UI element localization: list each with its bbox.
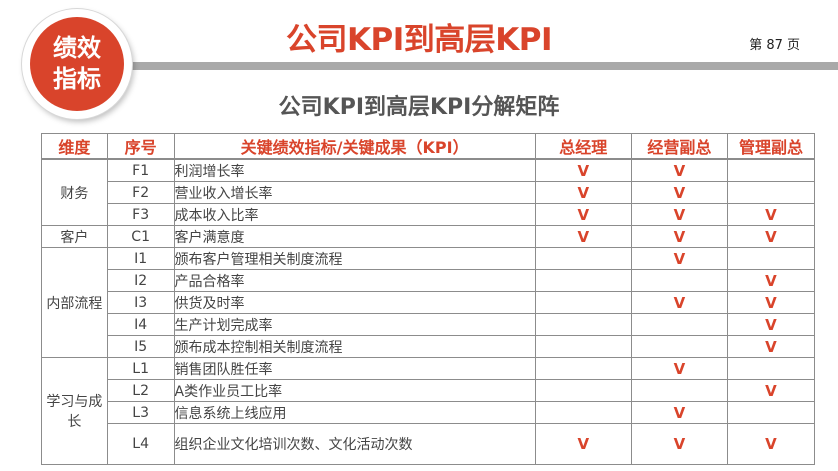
badge-ring: 绩效 指标 [22,9,132,119]
general-manager-mark [534,401,632,424]
general-manager-mark: V [534,203,632,226]
kpi-code-cell: L1 [106,357,175,380]
kpi-name-cell: 成本收入比率 [173,203,536,226]
admin-vp-mark: V [726,291,816,314]
table-row: 学习与成长 L1 销售团队胜任率 V [41,357,816,465]
ops-vp-mark [630,269,728,292]
kpi-badge: 绩效 指标 [30,17,124,111]
admin-vp-mark: V [726,423,816,465]
header-dimension: 维度 [41,133,108,160]
ops-vp-mark: V [630,225,728,248]
kpi-name-cell: 颁布成本控制相关制度流程 [173,335,536,358]
header-kpi: 关键绩效指标/关键成果（KPI） [173,133,536,160]
kpi-name-cell: 信息系统上线应用 [173,401,536,424]
header-admin-vp: 管理副总 [726,133,816,160]
kpi-name-cell: 利润增长率 [173,158,536,182]
kpi-matrix-table: 维度 序号 关键绩效指标/关键成果（KPI） 总经理 经营副总 管理副总 财务 F… [41,133,816,465]
kpi-code-cell: L2 [106,379,175,402]
general-manager-mark [534,313,632,336]
admin-vp-mark: V [726,313,816,336]
kpi-name-cell: 销售团队胜任率 [173,357,536,380]
kpi-name-cell: 颁布客户管理相关制度流程 [173,247,536,270]
general-manager-mark [534,335,632,358]
admin-vp-mark: V [726,225,816,248]
admin-vp-mark [726,158,816,182]
header-bar [60,62,838,70]
kpi-code-cell: L3 [106,401,175,424]
dimension-cell: 内部流程 [41,247,108,358]
ops-vp-mark: V [630,401,728,424]
table-body: 财务 F1 利润增长率 V V F2 营业收入增长率 V V F3 成本收入比率 V V V 客户 C1 客户满… [41,158,816,465]
kpi-name-cell: 营业收入增长率 [173,181,536,204]
ops-vp-mark: V [630,291,728,314]
page-title: 公司KPI到高层KPI [285,22,553,58]
kpi-code-cell: F2 [106,181,175,204]
kpi-code-cell: F3 [106,203,175,226]
table-row: L3 信息系统上线应用 V [42,401,816,424]
page-number: 第 87 页 [749,38,800,53]
admin-vp-mark: V [726,203,816,226]
matrix-subtitle: 公司KPI到高层KPI分解矩阵 [278,95,560,120]
header-code: 序号 [106,133,175,160]
kpi-name-cell: 产品合格率 [173,269,536,292]
header-ops-vp: 经营副总 [630,133,728,160]
admin-vp-mark: V [726,335,816,358]
admin-vp-mark [726,357,816,380]
table-row: I4 生产计划完成率 V [42,313,816,336]
admin-vp-mark: V [726,269,816,292]
general-manager-mark [534,379,632,402]
general-manager-mark [534,357,632,380]
kpi-code-cell: I4 [106,313,175,336]
table-row: F2 营业收入增长率 V V [42,181,816,204]
general-manager-mark [534,247,632,270]
general-manager-mark [534,291,632,314]
kpi-name-cell: 生产计划完成率 [173,313,536,336]
kpi-name-cell: A类作业员工比率 [173,379,536,402]
dimension-cell: 财务 [41,158,108,226]
ops-vp-mark: V [630,423,728,465]
table-row: I2 产品合格率 V [42,269,816,292]
ops-vp-mark: V [630,181,728,204]
table-row: 客户 C1 客户满意度 V V V [41,225,816,248]
admin-vp-mark [726,181,816,204]
general-manager-mark: V [534,225,632,248]
kpi-code-cell: L4 [106,423,175,465]
table-row: I3 供货及时率 V V [42,291,816,314]
kpi-code-cell: F1 [106,158,175,182]
kpi-code-cell: I1 [106,247,175,270]
table-row: I5 颁布成本控制相关制度流程 V [42,335,816,358]
table-row: 财务 F1 利润增长率 V V [41,158,816,226]
ops-vp-mark: V [630,158,728,182]
table-row: 内部流程 I1 颁布客户管理相关制度流程 V [41,247,816,358]
kpi-code-cell: C1 [106,225,175,248]
ops-vp-mark: V [630,357,728,380]
ops-vp-mark [630,335,728,358]
badge-line-1: 绩效 [53,34,101,62]
general-manager-mark: V [534,181,632,204]
kpi-code-cell: I5 [106,335,175,358]
general-manager-mark: V [534,158,632,182]
table-row: L4 组织企业文化培训次数、文化活动次数 V V V [42,423,816,465]
dimension-cell: 学习与成长 [41,357,108,465]
kpi-code-cell: I3 [106,291,175,314]
kpi-code-cell: I2 [106,269,175,292]
table-header-row: 维度 序号 关键绩效指标/关键成果（KPI） 总经理 经营副总 管理副总 [41,133,816,160]
ops-vp-mark [630,313,728,336]
ops-vp-mark [630,379,728,402]
kpi-name-cell: 客户满意度 [173,225,536,248]
general-manager-mark: V [534,423,632,465]
badge-line-2: 指标 [53,65,101,93]
kpi-name-cell: 组织企业文化培训次数、文化活动次数 [173,423,536,465]
dimension-cell: 客户 [41,225,108,248]
admin-vp-mark: V [726,379,816,402]
table-row: F3 成本收入比率 V V V [42,203,816,226]
admin-vp-mark [726,401,816,424]
header-general-manager: 总经理 [534,133,632,160]
table-row: L2 A类作业员工比率 V [42,379,816,402]
ops-vp-mark: V [630,203,728,226]
admin-vp-mark [726,247,816,270]
general-manager-mark [534,269,632,292]
ops-vp-mark: V [630,247,728,270]
kpi-name-cell: 供货及时率 [173,291,536,314]
